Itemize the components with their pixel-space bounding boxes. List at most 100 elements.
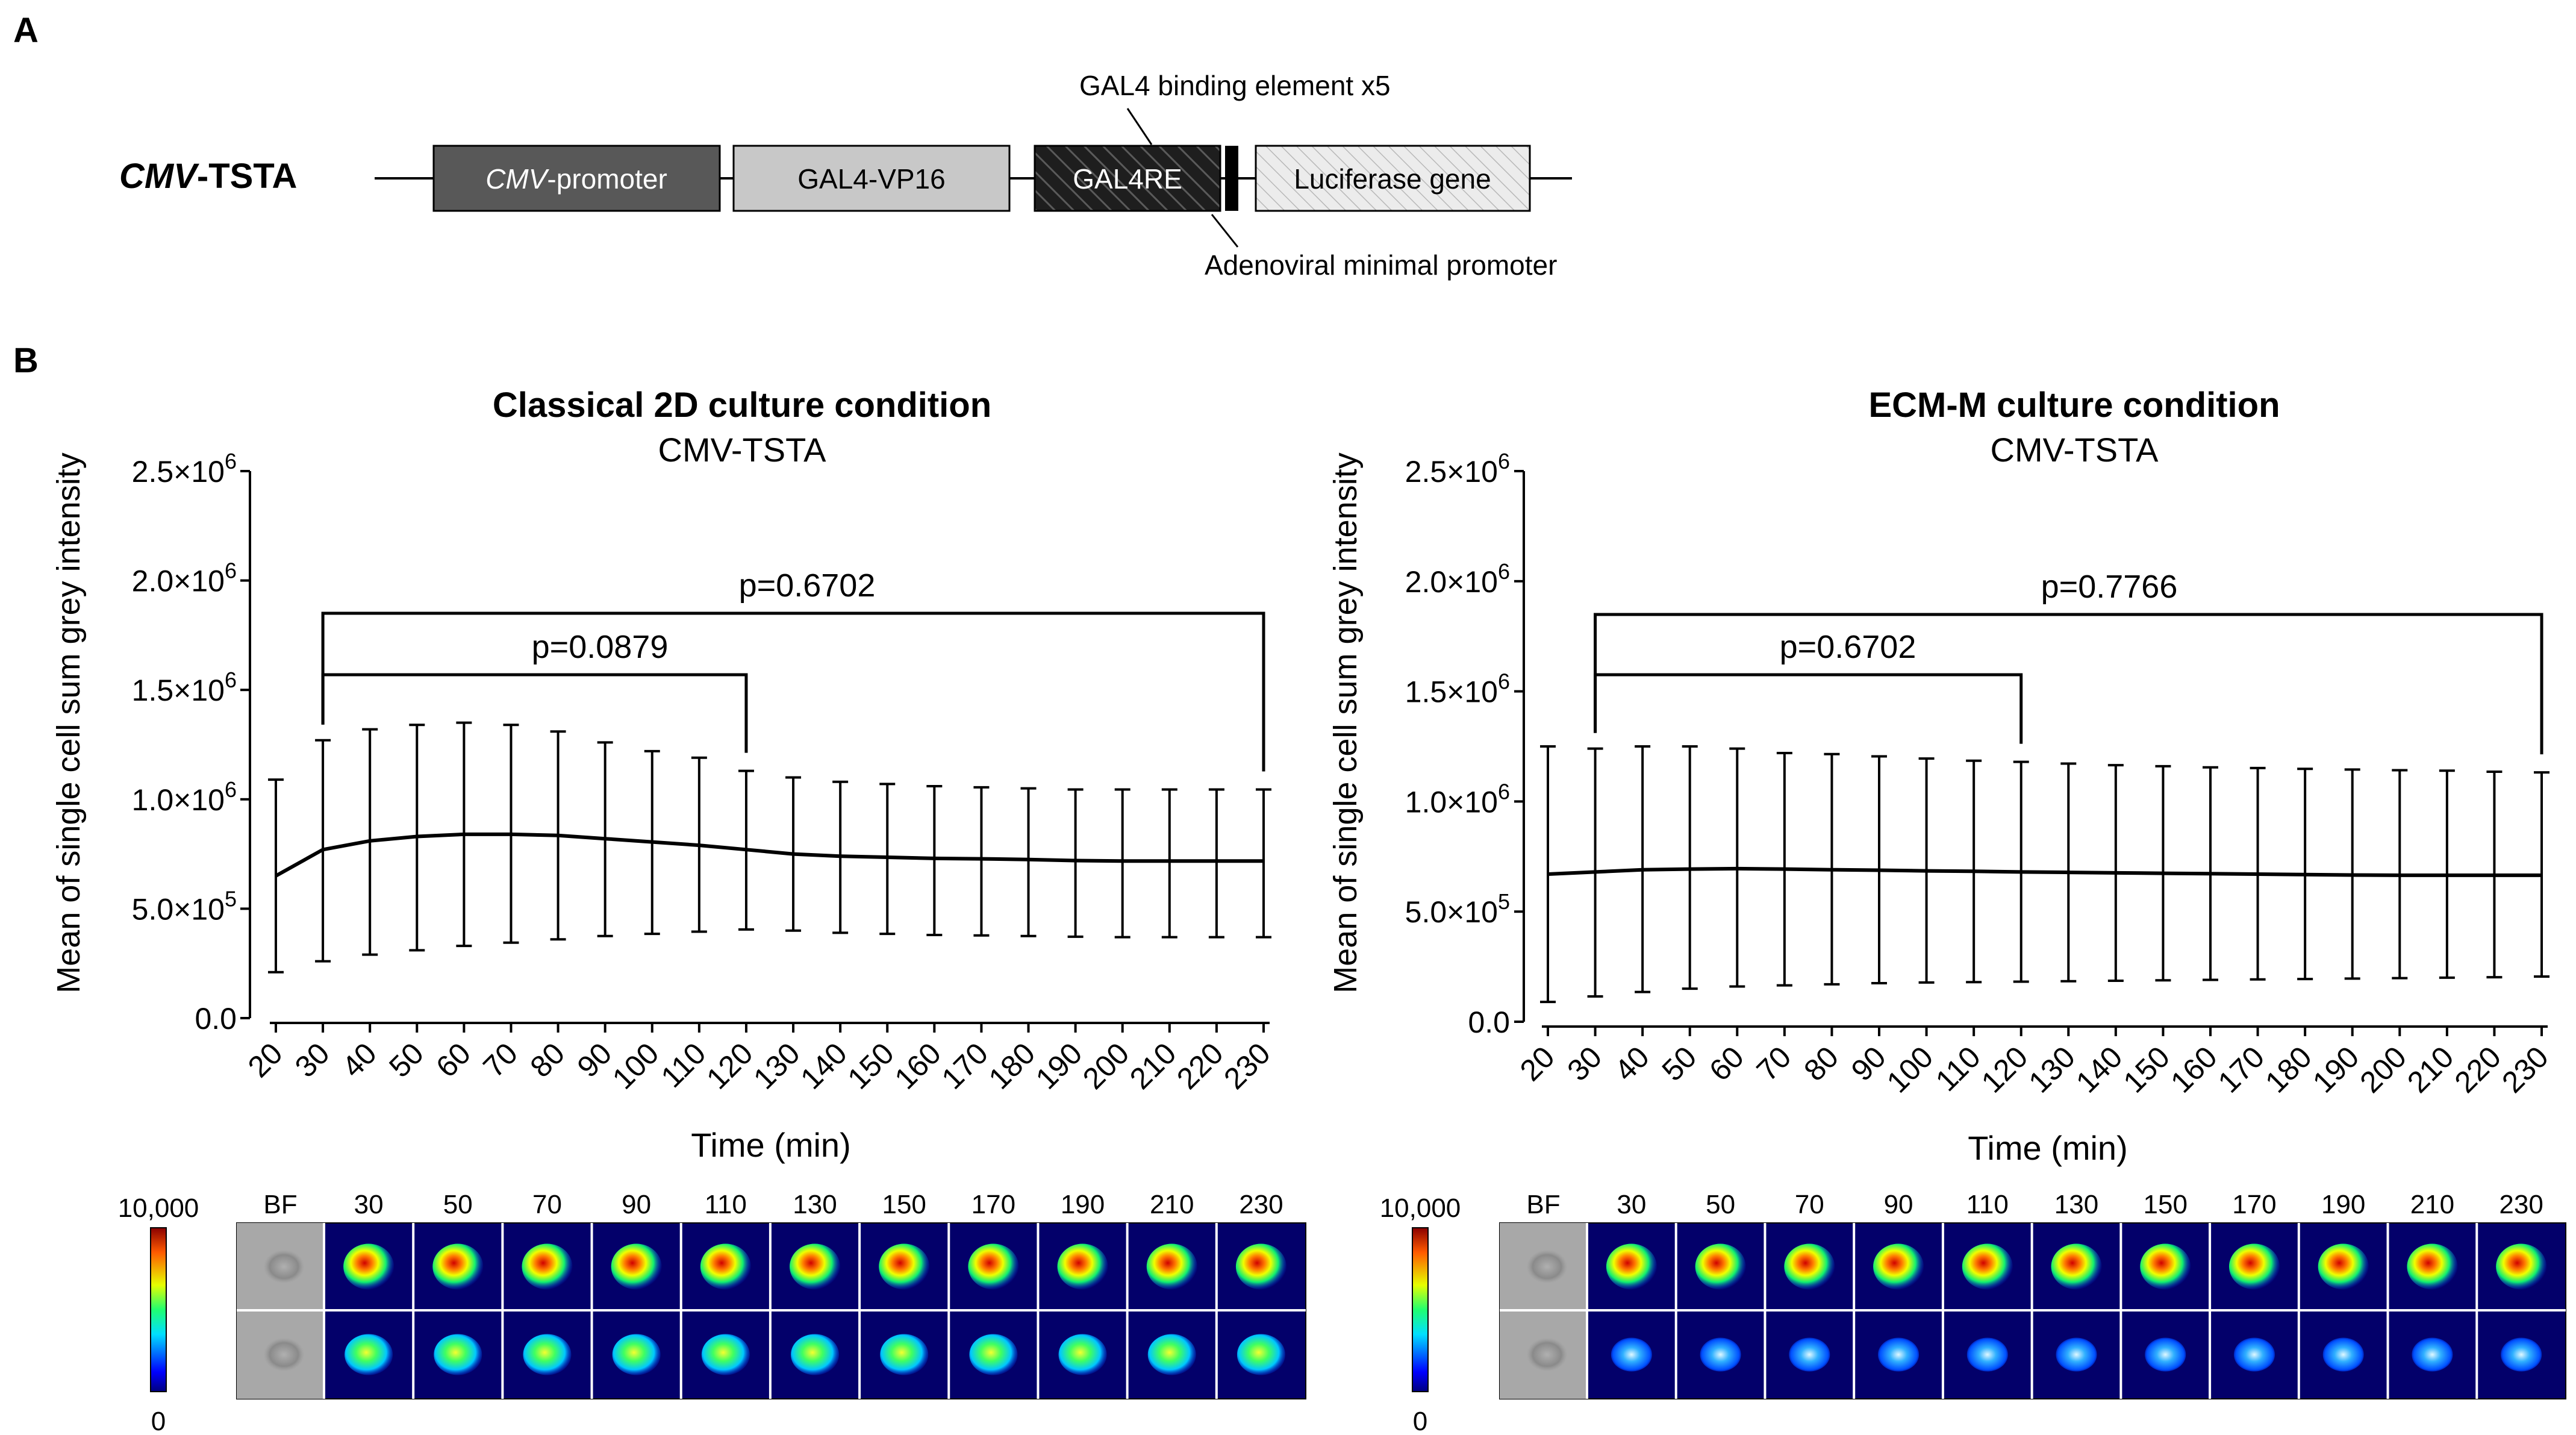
x-tick-label: 140 — [794, 1036, 853, 1096]
x-tick-label: 140 — [2069, 1040, 2129, 1099]
x-tick-label: 40 — [335, 1036, 383, 1084]
fluorescent-cell — [2407, 1243, 2458, 1290]
x-tick-label: 60 — [1703, 1040, 1750, 1087]
frame-header-label: BF — [263, 1190, 297, 1219]
chart-classical-2d: Classical 2D culture condition CMV-TSTA … — [51, 386, 1277, 1164]
adenoviral-minimal-promoter-box — [1225, 146, 1238, 211]
x-tick-label: 190 — [2306, 1040, 2366, 1099]
x-tick-label: 130 — [2022, 1040, 2082, 1099]
x-tick-label: 230 — [1217, 1036, 1277, 1096]
p-value-label: p=0.6702 — [1780, 629, 1916, 665]
significance-bracket — [321, 611, 1265, 772]
frame-header-label: 150 — [882, 1190, 926, 1219]
fluorescent-cell — [1235, 1243, 1286, 1290]
fluorescent-cell — [523, 1334, 572, 1375]
frame-header-label: 70 — [532, 1190, 562, 1219]
fluorescent-cell — [880, 1334, 929, 1375]
adenoviral-callout-line — [1211, 214, 1239, 248]
fluorescent-cell — [1966, 1337, 2008, 1372]
frame-header-label: 150 — [2144, 1190, 2188, 1219]
frame-header-label: 210 — [1150, 1190, 1194, 1219]
x-tick-label: 20 — [1514, 1040, 1561, 1087]
x-tick-label: 30 — [288, 1036, 336, 1084]
frame-header-label: 70 — [1795, 1190, 1824, 1219]
plot-area: 0.0 5.0×105 1.0×106 1.5×106 2.0×106 2.5×106 20… — [132, 449, 1277, 1096]
cmv-promoter-box — [432, 145, 721, 212]
fluorescent-cell — [2140, 1243, 2191, 1290]
fluorescent-cell — [1789, 1337, 1830, 1372]
x-tick-label: 160 — [888, 1036, 948, 1096]
x-tick-label: 220 — [2448, 1040, 2508, 1099]
frame-header-label: 50 — [443, 1190, 473, 1219]
fluorescent-cell — [612, 1334, 661, 1375]
fluorescent-cell — [2322, 1337, 2364, 1372]
luciferase-gene-label: Luciferase gene — [1294, 163, 1491, 195]
x-tick-label: 120 — [1975, 1040, 2035, 1099]
construct-name: CMV-TSTA — [119, 157, 297, 196]
x-tick-label: 100 — [1880, 1040, 1940, 1099]
frame-header-label: 130 — [2054, 1190, 2098, 1219]
fluorescent-cell — [2228, 1243, 2280, 1290]
fluorescent-cell — [1237, 1334, 1285, 1375]
gal4-binding-callout-text: GAL4 binding element x5 — [1079, 70, 1391, 101]
frame-header-label: 190 — [1061, 1190, 1105, 1219]
fluorescent-cell — [969, 1334, 1018, 1375]
y-tick-label: 5.0×105 — [1405, 889, 1510, 929]
y-tick-label: 2.0×106 — [132, 558, 237, 598]
frame-header-label: 90 — [622, 1190, 651, 1219]
x-axis-label: Time (min) — [1968, 1129, 2127, 1167]
chart-title: ECM-M culture condition — [1868, 386, 2280, 425]
fluorescent-cell — [1147, 1334, 1196, 1375]
frame-header-label: 230 — [1239, 1190, 1283, 1219]
frame-header-label: 30 — [354, 1190, 384, 1219]
significance-bracket — [1594, 613, 2543, 755]
mean-series-line — [275, 832, 1264, 878]
chart-subtitle: CMV-TSTA — [658, 431, 827, 469]
fluorescent-cell — [1962, 1243, 2013, 1290]
x-tick-label: 30 — [1561, 1040, 1608, 1087]
y-axis-label: Mean of single cell sum grey intensity — [51, 452, 87, 993]
panel-a-label: A — [13, 11, 39, 50]
x-tick-label: 80 — [1797, 1040, 1845, 1087]
x-tick-label: 210 — [2401, 1040, 2460, 1099]
frame-header-label: 110 — [1966, 1190, 2009, 1219]
x-tick-label: 110 — [1929, 1040, 1987, 1098]
fluorescent-cell — [2233, 1337, 2275, 1372]
x-tick-label: 160 — [2164, 1040, 2224, 1099]
chart-subtitle: CMV-TSTA — [1991, 431, 2159, 469]
frame-header-label: BF — [1526, 1190, 1560, 1219]
y-tick-label: 1.5×106 — [1405, 669, 1510, 709]
frame-header-label: 110 — [705, 1190, 747, 1219]
frame-header-label: 170 — [2232, 1190, 2276, 1219]
x-tick-label: 40 — [1608, 1040, 1656, 1087]
frame-header-label: 210 — [2410, 1190, 2454, 1219]
x-tick-label: 190 — [1029, 1036, 1089, 1096]
fluorescent-cell — [432, 1243, 484, 1290]
colorbar — [150, 1227, 167, 1392]
fluorescent-cell — [434, 1334, 482, 1375]
x-tick-label: 20 — [242, 1036, 289, 1084]
colorbar — [1412, 1227, 1429, 1392]
y-tick-label: 1.0×106 — [132, 777, 237, 817]
significance-bracket — [321, 673, 748, 753]
x-axis-label: Time (min) — [691, 1126, 850, 1164]
y-tick-label: 5.0×105 — [132, 886, 237, 926]
brightfield-cell — [263, 1249, 305, 1284]
x-tick-label: 150 — [2117, 1040, 2177, 1099]
fluorescent-cell — [2051, 1243, 2102, 1290]
fluorescent-cell — [968, 1243, 1019, 1290]
x-tick-label: 110 — [655, 1036, 713, 1094]
x-tick-label: 100 — [606, 1036, 666, 1096]
chart-title: Classical 2D culture condition — [493, 386, 991, 425]
x-tick-label: 50 — [1656, 1040, 1703, 1087]
x-tick-label: 210 — [1123, 1036, 1183, 1096]
image-strip-classical-2d: 10,000 0 BF 30 50 70 90 110 130 150 170 190 210 230 — [118, 1190, 1306, 1435]
gal4-vp16-box — [732, 145, 1011, 212]
x-tick-label: 170 — [935, 1036, 995, 1096]
y-tick-label: 1.5×106 — [132, 667, 237, 707]
fluorescent-cell — [791, 1334, 839, 1375]
fluorescent-cell — [1611, 1337, 1652, 1372]
fluorescent-cell — [2501, 1337, 2542, 1372]
fluorescent-cell — [1873, 1243, 1924, 1290]
